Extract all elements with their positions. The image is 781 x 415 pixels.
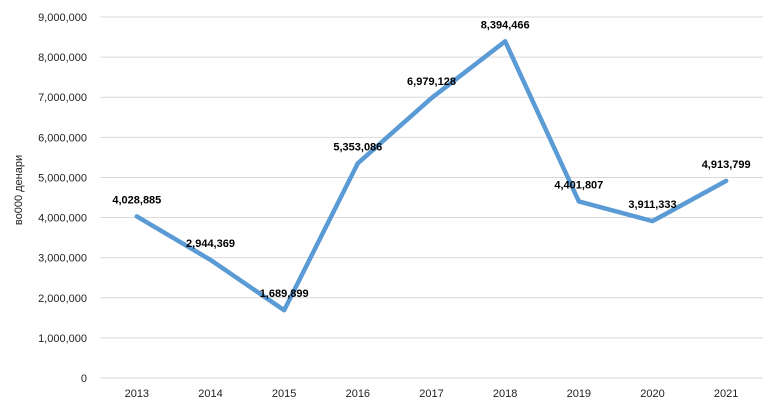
x-tick-label: 2021 bbox=[714, 388, 738, 400]
series-line bbox=[134, 39, 729, 313]
data-label: 6,979,128 bbox=[407, 76, 456, 88]
x-tick-label: 2019 bbox=[567, 388, 591, 400]
y-tick-label: 0 bbox=[81, 373, 87, 385]
x-tick-label: 2015 bbox=[272, 388, 296, 400]
data-label: 2,944,369 bbox=[186, 238, 235, 250]
x-tick-label: 2014 bbox=[198, 388, 222, 400]
y-tick-label: 1,000,000 bbox=[38, 333, 87, 345]
data-label: 3,911,333 bbox=[628, 199, 676, 211]
data-label: 8,394,466 bbox=[481, 19, 530, 31]
data-label: 1,689,899 bbox=[260, 288, 309, 300]
y-tick-label: 3,000,000 bbox=[38, 253, 87, 265]
y-tick-label: 9,000,000 bbox=[38, 12, 87, 24]
gridlines bbox=[100, 16, 763, 379]
y-tick-label: 5,000,000 bbox=[38, 172, 87, 184]
data-labels: 4,028,885 2,944,369 1,689,899 5,353,086 6,97… bbox=[112, 19, 750, 300]
x-tick-label: 2013 bbox=[125, 388, 149, 400]
x-tick-label: 2017 bbox=[419, 388, 443, 400]
x-tick-label: 2016 bbox=[346, 388, 370, 400]
y-axis-label: во000 денари bbox=[13, 155, 25, 225]
x-tick-label: 2020 bbox=[640, 388, 664, 400]
y-tick-label: 6,000,000 bbox=[38, 132, 87, 144]
x-axis-ticks: 2013 2014 2015 2016 2017 2018 2019 2020 2021 bbox=[125, 388, 739, 400]
y-tick-label: 7,000,000 bbox=[38, 92, 87, 104]
y-tick-label: 2,000,000 bbox=[38, 293, 87, 305]
data-label: 5,353,086 bbox=[333, 141, 382, 153]
data-label: 4,913,799 bbox=[702, 159, 751, 171]
data-label: 4,401,807 bbox=[554, 179, 603, 191]
data-label: 4,028,885 bbox=[112, 194, 161, 206]
y-axis-ticks: 0 1,000,000 2,000,000 3,000,000 4,000,000 5,0… bbox=[38, 12, 87, 385]
series-layer bbox=[134, 39, 729, 313]
y-tick-label: 4,000,000 bbox=[38, 213, 87, 225]
y-tick-label: 8,000,000 bbox=[38, 52, 87, 64]
x-tick-label: 2018 bbox=[493, 388, 517, 400]
